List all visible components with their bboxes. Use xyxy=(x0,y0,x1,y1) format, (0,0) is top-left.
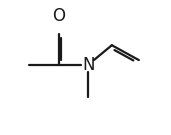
Text: N: N xyxy=(82,56,94,75)
Text: O: O xyxy=(52,6,65,25)
